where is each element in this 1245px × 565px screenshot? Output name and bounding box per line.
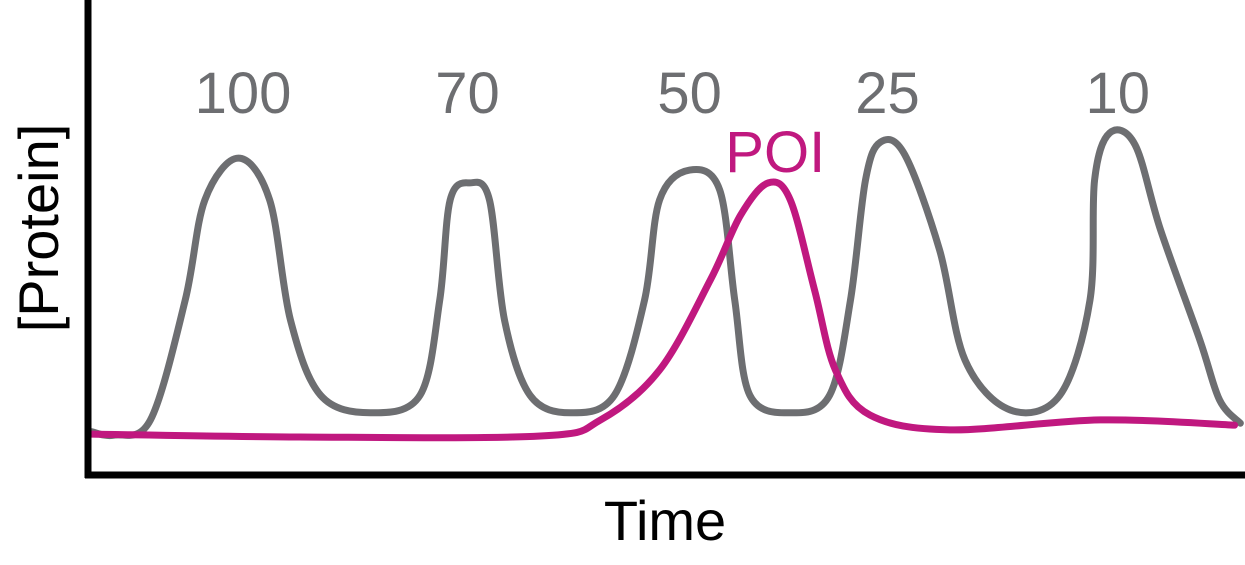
peak-label-10: 10: [1085, 61, 1150, 126]
peak-label-100: 100: [195, 61, 292, 126]
series-line-poi: [87, 178, 1239, 442]
peak-label-25: 25: [855, 61, 920, 126]
series-line-standards: [87, 126, 1244, 440]
poi-label: POI: [725, 120, 825, 185]
x-axis-label: Time: [604, 489, 726, 552]
series-group: [87, 126, 1244, 442]
y-axis-label: [Protein]: [7, 124, 70, 333]
peak-label-50: 50: [657, 61, 722, 126]
annotation-group: 100 70 50 25 10 POI: [195, 61, 1150, 185]
peak-label-70: 70: [435, 61, 500, 126]
